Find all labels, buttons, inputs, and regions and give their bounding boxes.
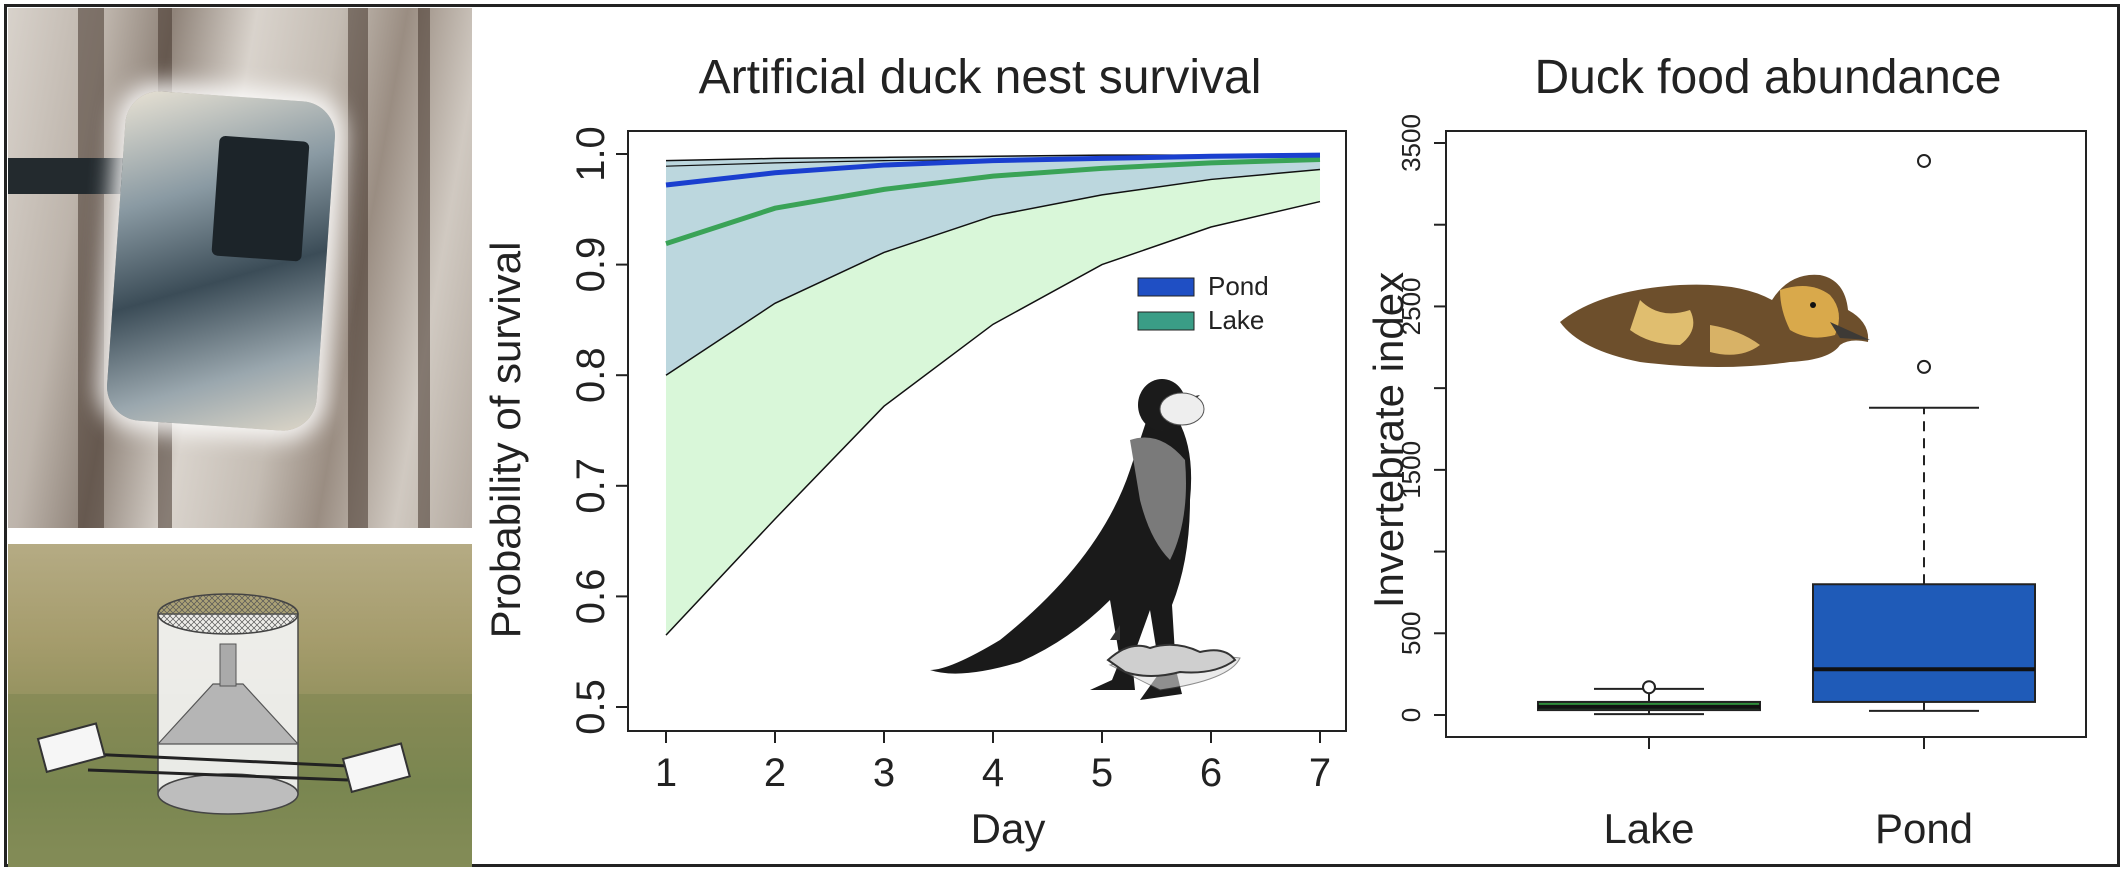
- nest-x-tick-label: 1: [655, 751, 677, 795]
- nest-y-axis-label: Probability of survival: [482, 242, 529, 639]
- nest-plot-area: 1 2 3 4 5 6 7 0.5 0.6 0.7 0.8 0.9 1.0: [569, 126, 1347, 795]
- food-plot-border: [1445, 130, 2087, 738]
- nest-y-tick-label: 0.9: [569, 237, 613, 293]
- legend-swatch-pond: [1137, 277, 1195, 297]
- food-y-tick-label: 500: [1396, 612, 1426, 655]
- food-y-tick-label: 2500: [1396, 278, 1426, 336]
- nest-y-tick-label: 0.8: [569, 347, 613, 403]
- camera-trap-photo: [8, 8, 472, 528]
- box-outlier-point: [1917, 153, 1931, 168]
- duckling-icon: [1560, 274, 1870, 367]
- legend-label-pond: Pond: [1208, 271, 1269, 301]
- legend-swatch-lake: [1137, 311, 1195, 331]
- floating-nest-icon: [8, 593, 472, 867]
- nest-plot-border: [627, 130, 1347, 732]
- nest-chart-title: Artificial duck nest survival: [699, 51, 1262, 104]
- lake-mean-line: [665, 157, 1321, 246]
- food-y-tick-label: 1500: [1396, 441, 1426, 499]
- nest-legend: Pond Lake: [1137, 271, 1269, 335]
- nest-x-tick-label: 7: [1309, 751, 1331, 795]
- nest-y-tick-label: 0.5: [569, 679, 613, 735]
- food-chart-title: Duck food abundance: [1534, 51, 2001, 104]
- nest-y-tick-label: 1.0: [569, 126, 613, 182]
- nest-y-tick-label: 0.7: [569, 458, 613, 514]
- box-outlier-point: [1917, 359, 1931, 374]
- nest-x-tick-label: 2: [764, 751, 786, 795]
- nest-x-axis-label: Day: [971, 805, 1046, 852]
- food-y-tick-label: 0: [1396, 708, 1426, 722]
- food-plot-area: Lake Pond 0 500 1500 2500 3500: [1396, 114, 2087, 852]
- box-pond: [1812, 583, 2036, 703]
- nest-x-tick-label: 4: [982, 751, 1004, 795]
- nest-x-tick-label: 6: [1200, 751, 1222, 795]
- legend-label-lake: Lake: [1208, 305, 1264, 335]
- food-y-tick-label: 3500: [1396, 114, 1426, 172]
- food-x-tick-label: Lake: [1603, 805, 1694, 852]
- nest-y-tick-label: 0.6: [569, 569, 613, 625]
- food-y-axis-label: Invertebrate index: [1365, 272, 1412, 608]
- nest-x-tick-label: 3: [873, 751, 895, 795]
- crow-icon: [930, 379, 1241, 700]
- photo-column: [8, 8, 472, 867]
- pond-ci-band: [666, 154, 1320, 376]
- food-x-tick-label: Pond: [1875, 805, 1973, 852]
- pond-ci-lower-line: [665, 168, 1321, 376]
- pond-mean-line: [665, 152, 1321, 188]
- lake-ci-lower-line: [665, 200, 1321, 636]
- nest-x-tick-label: 5: [1091, 751, 1113, 795]
- floating-nest-photo: [8, 544, 472, 867]
- box-outlier-point: [1642, 680, 1656, 695]
